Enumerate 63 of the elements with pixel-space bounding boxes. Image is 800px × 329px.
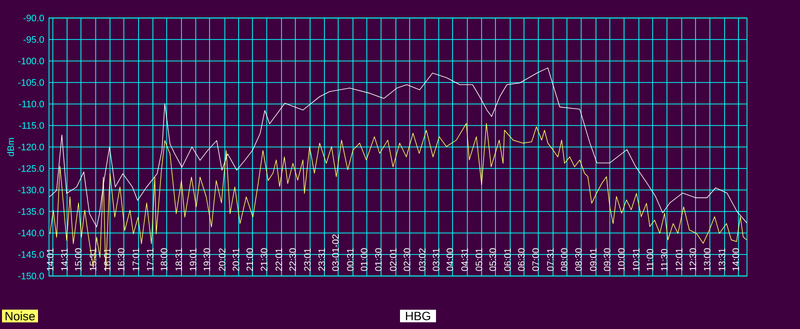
x-tick-label: 03-01-02 — [332, 234, 339, 271]
x-tick-label: 14:00 — [732, 248, 740, 271]
x-tick-label: 08:00 — [560, 248, 568, 271]
x-tick-label: 07:00 — [532, 248, 539, 271]
x-tick-label: 02:30 — [404, 248, 410, 271]
y-tick-label: -100.0 — [18, 58, 44, 64]
y-tick-label: -140.0 — [18, 230, 44, 236]
x-tick-label: 05:01 — [476, 248, 482, 271]
y-tick-label: -135.0 — [18, 208, 44, 215]
x-tick-label: 17:01 — [132, 248, 140, 271]
x-tick-label: 01:30 — [375, 248, 382, 271]
y-tick-label: -150.0 — [18, 272, 44, 280]
x-tick-label: 18:00 — [160, 248, 168, 271]
x-tick-label: 06:30 — [518, 248, 525, 271]
x-tick-label: 07:31 — [547, 248, 554, 271]
x-tick-label: 04:31 — [461, 248, 468, 271]
x-tick-label: 21:00 — [246, 248, 254, 271]
x-tick-label: 01:00 — [360, 248, 368, 271]
x-tick-label: 17:31 — [146, 248, 154, 271]
y-tick-label: -120.0 — [18, 144, 44, 150]
x-tick-label: 21:30 — [260, 248, 268, 271]
x-tick-label: 12:01 — [676, 248, 682, 271]
x-tick-label: 10:00 — [618, 248, 625, 271]
x-tick-label: 11:00 — [646, 248, 654, 271]
x-tick-label: 19:30 — [204, 248, 210, 271]
x-tick-label: 03:02 — [418, 248, 426, 271]
x-tick-label: 23:01 — [304, 248, 311, 271]
y-tick-label: -110.0 — [18, 100, 44, 108]
x-tick-label: 06:01 — [504, 248, 511, 271]
x-tick-label: 05:30 — [489, 248, 496, 271]
y-axis-title: dBm — [7, 138, 14, 156]
x-tick-label: 00:31 — [347, 248, 354, 271]
x-tick-label: 09:30 — [604, 248, 610, 271]
x-tick-label: 20:02 — [218, 248, 226, 271]
x-tick-label: 22:01 — [276, 248, 282, 271]
x-tick-label: 14:31 — [61, 248, 68, 271]
x-tick-label: 09:01 — [590, 248, 597, 271]
x-tick-label: 08:30 — [575, 248, 582, 271]
x-tick-label: 20:31 — [232, 248, 240, 271]
x-tick-label: 10:31 — [632, 248, 640, 271]
x-tick-label: 15:00 — [74, 248, 82, 271]
x-tick-label: 14:01 — [46, 248, 54, 271]
text: Noise — [6, 312, 35, 320]
x-tick-label: 03:31 — [432, 248, 440, 271]
x-tick-label: 04:00 — [446, 248, 454, 271]
y-tick-label: -95.0 — [23, 36, 44, 43]
y-tick-label: -125.0 — [18, 165, 44, 172]
x-tick-label: 11:30 — [661, 248, 668, 271]
x-tick-label: 18:31 — [176, 248, 182, 271]
x-tick-label: 13:00 — [704, 248, 710, 271]
text: HBG — [406, 312, 430, 320]
x-tick-label: 12:30 — [690, 248, 696, 271]
x-tick-label: 16:30 — [118, 248, 124, 271]
x-tick-label: 19:01 — [190, 248, 196, 271]
y-tick-label: -115.0 — [18, 122, 44, 129]
x-tick-label: 22:30 — [289, 248, 296, 271]
x-tick-label: 13:31 — [718, 248, 726, 271]
x-tick-label: 02:01 — [390, 248, 396, 271]
y-tick-label: -130.0 — [18, 186, 44, 194]
x-tick-label: 23:31 — [318, 248, 326, 271]
y-tick-label: -145.0 — [18, 251, 44, 258]
y-tick-label: -90.0 — [23, 14, 44, 22]
y-tick-label: -105.0 — [18, 79, 44, 86]
